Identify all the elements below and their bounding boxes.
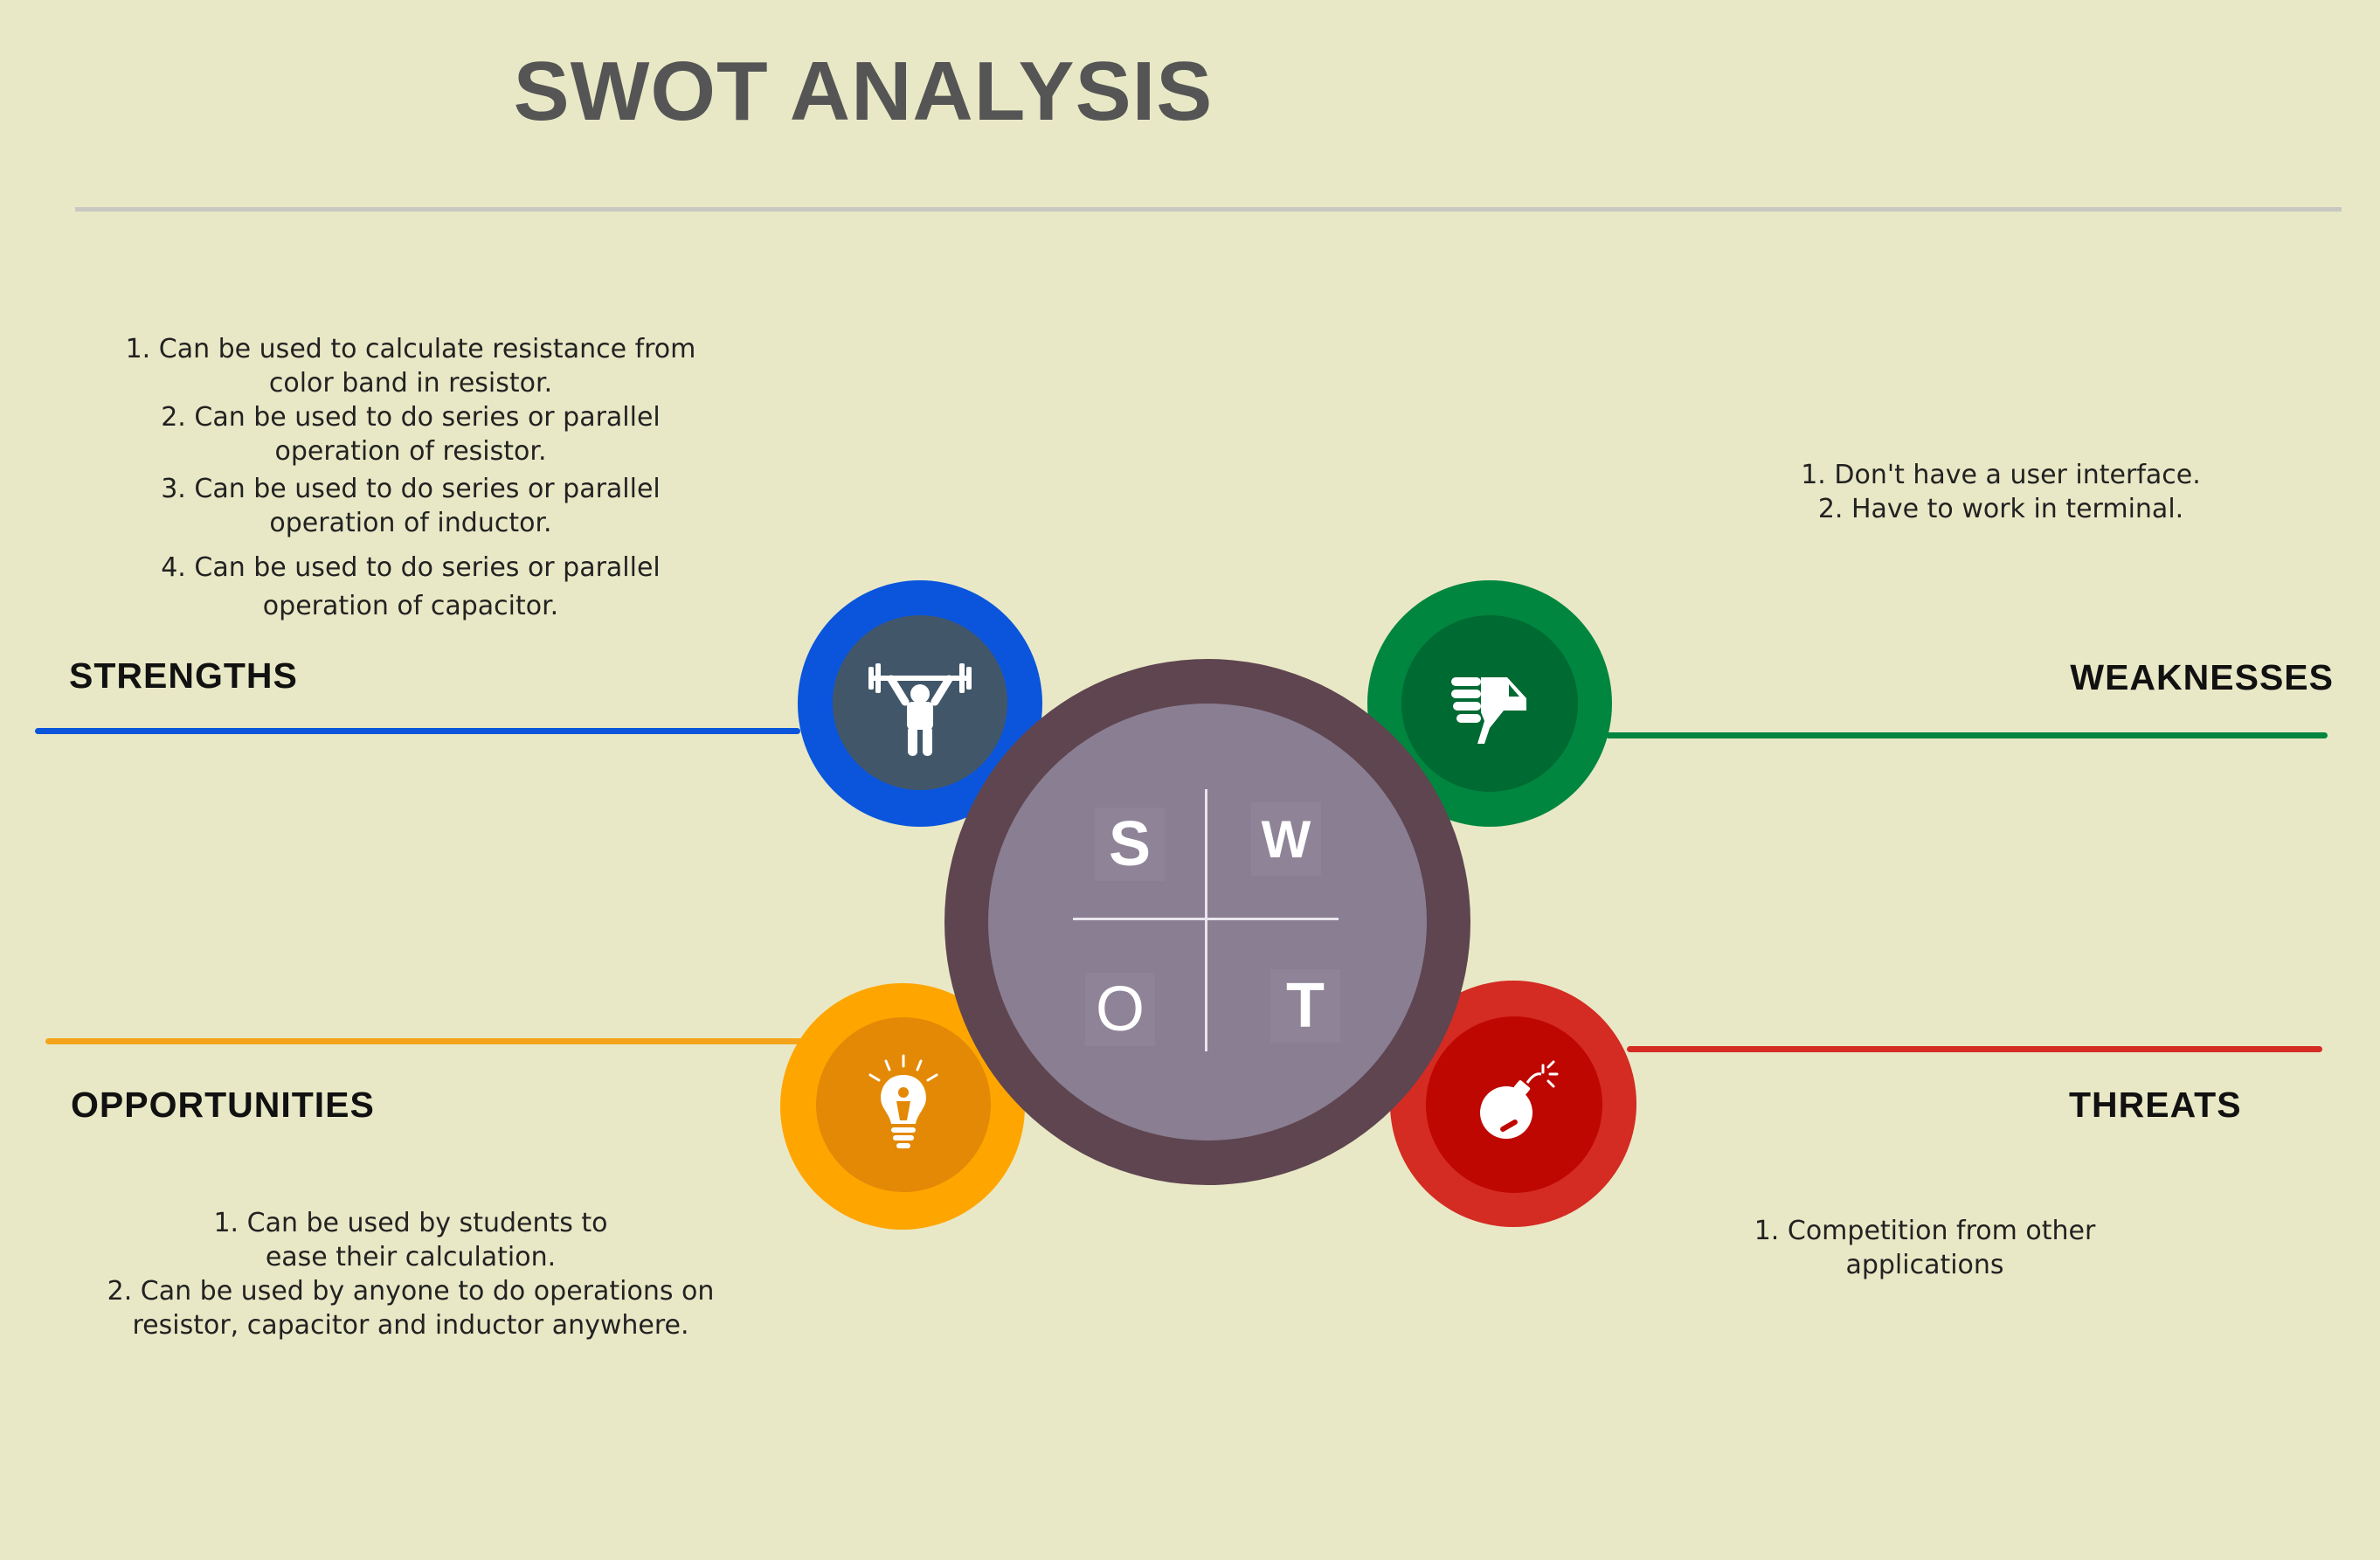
threats-icon-disc — [1426, 1016, 1602, 1193]
strengths-item-4: 4. Can be used to do series or parallel … — [161, 552, 661, 621]
opportunities-label: OPPORTUNITIES — [71, 1085, 375, 1125]
strengths-icon-disc — [833, 615, 1007, 790]
swot-vertical-divider — [1205, 789, 1207, 1051]
threats-line — [1627, 1046, 2322, 1052]
opportunities-item-1: 1. Can be used by students to ease their… — [213, 1208, 608, 1272]
weaknesses-line — [1606, 732, 2328, 738]
bomb-icon — [1480, 1060, 1559, 1139]
strengths-list: 1. Can be used to calculate resistance f… — [94, 332, 727, 626]
opportunities-list: 1. Can be used by students to ease their… — [105, 1206, 716, 1342]
swot-letter-o: O — [1085, 973, 1155, 1046]
strengths-line — [35, 728, 800, 734]
swot-letter-t: T — [1270, 969, 1340, 1043]
thumbs-down-icon — [1451, 677, 1526, 744]
strengths-label: STRENGTHS — [69, 655, 298, 696]
weaknesses-item-2: 2. Have to work in terminal. — [1817, 494, 2184, 524]
weaknesses-item-1: 1. Don't have a user interface. — [1801, 460, 2201, 490]
threats-item-1: 1. Competition from other applications — [1754, 1216, 2096, 1280]
opportunities-line — [45, 1038, 802, 1044]
weaknesses-list: 1. Don't have a user interface. 2. Have … — [1739, 458, 2263, 526]
swot-letter-w: W — [1251, 802, 1321, 876]
opportunities-item-2: 2. Can be used by anyone to do operation… — [107, 1276, 715, 1341]
threats-label: THREATS — [2069, 1085, 2242, 1125]
swot-center-disc — [988, 704, 1427, 1141]
swot-horizontal-divider — [1073, 918, 1339, 920]
swot-letter-s: S — [1095, 808, 1165, 881]
weaknesses-label: WEAKNESSES — [2070, 657, 2334, 697]
weaknesses-icon-disc — [1401, 615, 1578, 792]
threats-list: 1. Competition from other applications — [1747, 1214, 2102, 1282]
page-title: SWOT ANALYSIS — [513, 45, 1214, 138]
title-divider — [75, 207, 2342, 211]
strengths-item-2: 2. Can be used to do series or parallel … — [161, 402, 661, 467]
weightlifter-icon — [868, 663, 972, 756]
lightbulb-icon — [868, 1054, 938, 1148]
strengths-item-1: 1. Can be used to calculate resistance f… — [125, 334, 696, 399]
opportunities-icon-disc — [816, 1017, 991, 1192]
strengths-item-3: 3. Can be used to do series or parallel … — [161, 474, 661, 538]
